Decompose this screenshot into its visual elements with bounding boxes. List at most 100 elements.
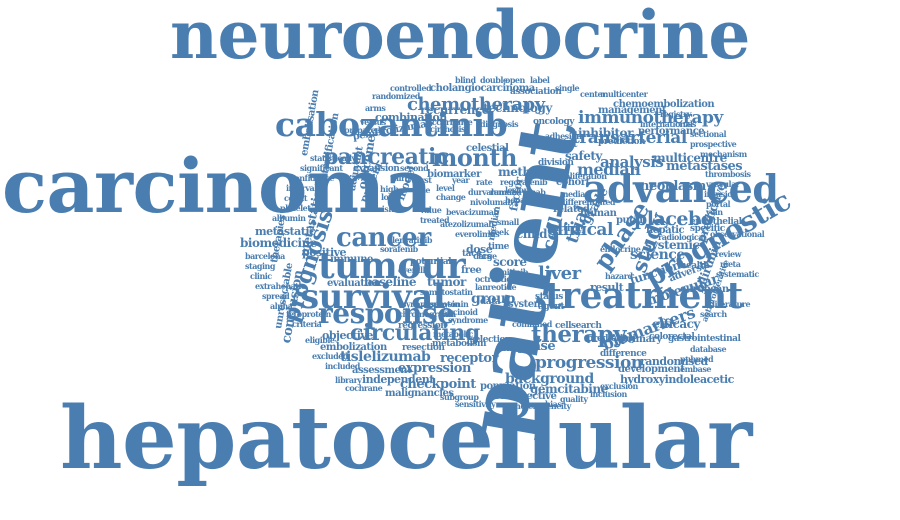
word-durvalumab: durvalumab (468, 187, 517, 197)
word-child: child (516, 227, 548, 241)
word-regression: regression (398, 321, 447, 331)
word-gemcitabine: gemcitabine (530, 382, 608, 396)
word-health: health (680, 261, 710, 271)
word-imaging: imaging (500, 344, 538, 354)
word-registry: registry (660, 109, 692, 119)
word-controlled: controlled (390, 83, 432, 93)
word-retrospective: retrospective (489, 391, 557, 402)
word-interval: interval (286, 183, 317, 193)
word-agent: agent (538, 302, 565, 312)
word-specific: specific (690, 224, 725, 234)
word-heterogeneity: heterogeneity (515, 401, 571, 411)
word-management: management (598, 105, 667, 116)
word-median: median (577, 160, 641, 179)
word-placebo: placebo (634, 208, 713, 230)
word-single: single (555, 83, 580, 93)
word-double: double (480, 75, 508, 85)
word-prediction: prediction (598, 137, 646, 147)
word-selection: selection (470, 335, 512, 345)
word-expression: expression (398, 361, 471, 376)
word-method: method (498, 165, 547, 179)
word-alpha: alpha (270, 301, 293, 311)
word-review: review (715, 249, 741, 259)
word-neoplasm: neoplasm (640, 179, 706, 194)
word-blind: blind (455, 75, 476, 85)
word-metastatic: metastatic (255, 225, 316, 238)
word-international: international (640, 119, 693, 129)
word-excluded: excluded (312, 351, 348, 361)
word-portal: portal (706, 199, 731, 209)
word-fetoprotein: fetoprotein (286, 309, 331, 319)
word-data: data (480, 297, 501, 307)
word-liver: liver (538, 263, 581, 284)
word-dose: dose (466, 243, 493, 256)
word-regorafenib: regorafenib (500, 177, 548, 187)
word-hepatitis: hepatitis (505, 195, 541, 205)
word-clinical: clinical (547, 220, 613, 240)
word-cohort: cohort (556, 177, 590, 188)
word-development: development (618, 364, 685, 375)
word-search: search (700, 309, 727, 319)
word-change: change (436, 192, 466, 202)
word-biomarker: biomarker (427, 169, 481, 180)
word-carcinoid: carcinoid (440, 307, 478, 317)
word-compared: compared (340, 125, 381, 135)
word-difference: difference (600, 349, 647, 359)
word-atezolizumab: atezolizumab (440, 219, 494, 229)
word-year: year (452, 175, 470, 185)
word-baseline: baseline (364, 275, 417, 289)
word-checkpoint: checkpoint (400, 377, 476, 392)
word-meta: meta (720, 259, 741, 269)
word-positive: positive (302, 246, 347, 259)
word-population: population (480, 381, 536, 392)
word-exclusion: exclusion (600, 381, 638, 391)
word-library: library (335, 375, 362, 385)
word-background: background (505, 371, 594, 387)
word-bevacizumab: bevacizumab (446, 207, 499, 217)
word-endothelial: endothelial (690, 217, 742, 227)
word-clinic: clinic (250, 271, 272, 281)
word-center: center (580, 89, 606, 99)
word-inclusion: inclusion (590, 389, 627, 399)
word-lanreotide: lanreotide (475, 282, 517, 292)
word-association: association (510, 87, 562, 97)
word-diagnosis: diagnosis (480, 119, 519, 129)
word-combination: combination (375, 111, 447, 124)
word-score: score (493, 255, 527, 269)
word-response: response (318, 297, 455, 330)
word-human: human (580, 208, 617, 219)
word-somatostatin: somatostatin (420, 287, 473, 297)
word-cancer: cancer (336, 223, 431, 253)
word-tumor: tumor (427, 275, 466, 289)
word-resection: resection (402, 343, 445, 353)
word-status: status (535, 292, 563, 302)
word-differentiated: differentiated (560, 197, 616, 207)
word-criteria: criteria (292, 319, 322, 329)
word-receptor: receptor (440, 351, 498, 366)
word-third: third (390, 173, 410, 183)
word-primary: primary (621, 334, 662, 345)
word-metabolism: metabolism (432, 339, 486, 349)
word-endpoint: endpoint (531, 139, 577, 150)
word-small: small (497, 217, 519, 227)
word-subgroup: subgroup (440, 392, 479, 402)
word-syndrome: syndrome (448, 315, 488, 325)
word-staging: staging (245, 261, 275, 271)
word-safety: safety (565, 149, 602, 163)
word-pubmed: pubmed (680, 354, 714, 364)
word-survival: survival (300, 277, 446, 317)
word-technology: technology (483, 101, 552, 115)
word-carcinoma: carcinoma (2, 144, 433, 230)
word-evaluation: evaluation (327, 278, 381, 289)
word-multicenter: multicenter (600, 89, 648, 99)
word-malignancies: malignancies (385, 388, 454, 399)
word-nivolumab: nivolumab (470, 197, 513, 207)
word-hepatocellular: hepatocellular (60, 388, 752, 489)
word-endocrine: endocrine (600, 244, 641, 254)
word-everolimus: everolimus (455, 229, 500, 239)
word-systemic: systemic (645, 238, 700, 252)
word-division: division (538, 158, 574, 168)
word-transarterial: transarterial (572, 128, 687, 148)
word-rate: rate (476, 177, 493, 187)
